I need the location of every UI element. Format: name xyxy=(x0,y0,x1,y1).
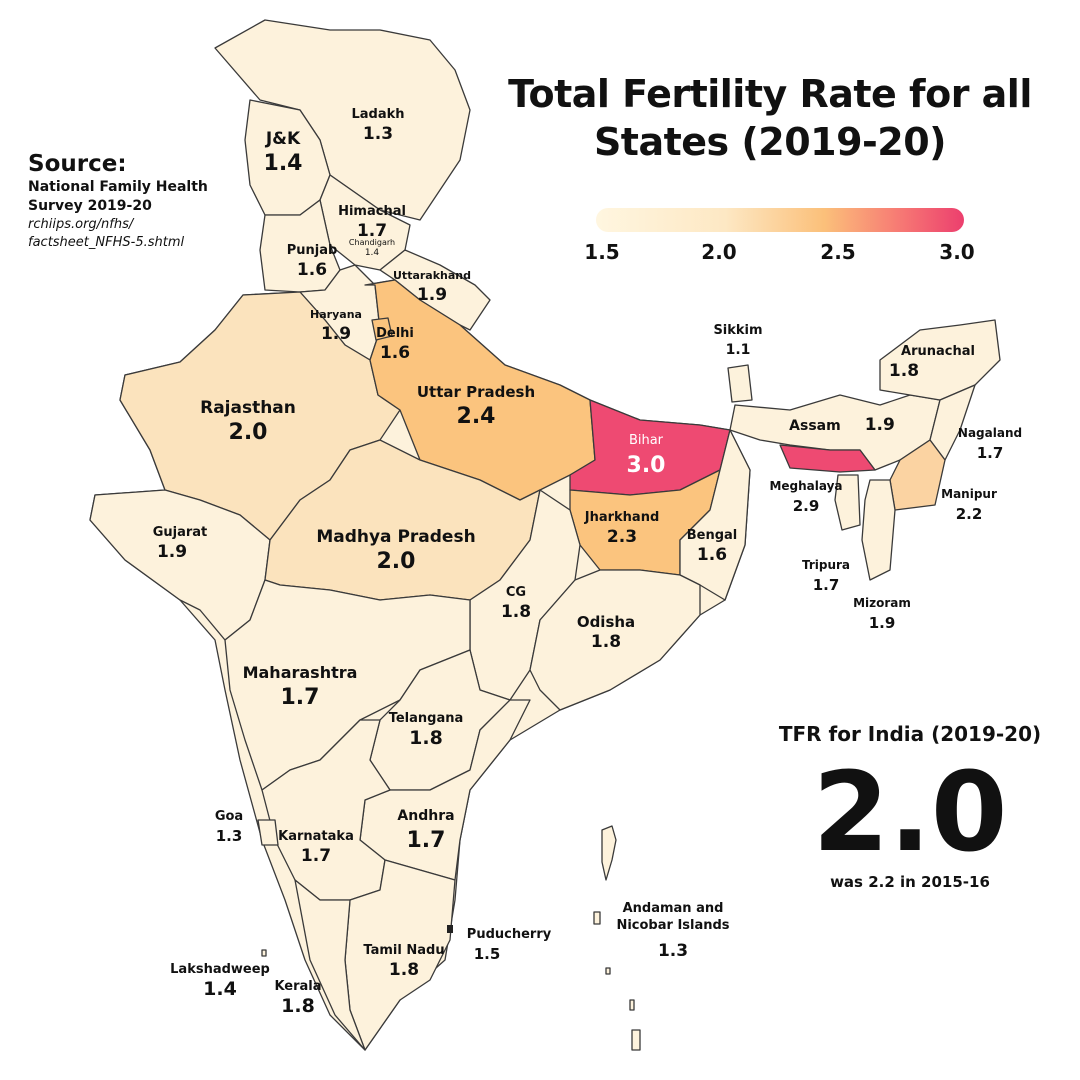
label-uttarakhand: Uttarakhand 1.9 xyxy=(393,269,471,305)
label-bengal: Bengal 1.6 xyxy=(686,528,738,565)
region-goa xyxy=(257,819,279,846)
label-puducherry: Puducherry 1.5 xyxy=(466,927,552,963)
region-arunachal xyxy=(879,319,1001,401)
legend-tick: 2.0 xyxy=(701,240,737,264)
india-caption: TFR for India (2019-20) xyxy=(778,722,1042,746)
label-telangana: Telangana 1.8 xyxy=(388,711,464,749)
legend-tick: 3.0 xyxy=(939,240,975,264)
label-ladakh: Ladakh 1.3 xyxy=(351,107,405,144)
region-meghalaya xyxy=(779,444,876,473)
label-andaman: Andaman and Nicobar Islands 1.3 xyxy=(616,901,730,961)
label-goa: Goa 1.3 xyxy=(214,809,244,845)
india-tfr-value: 2.0 xyxy=(812,748,1008,876)
region-delhi xyxy=(371,317,393,341)
label-haryana: Haryana 1.9 xyxy=(310,308,362,344)
source-org: National Family Health Survey 2019-20 xyxy=(28,179,208,214)
label-mizoram: Mizoram 1.9 xyxy=(853,596,911,632)
source-block: Source: National Family Health Survey 20… xyxy=(28,150,218,252)
label-delhi: Delhi 1.6 xyxy=(376,326,414,363)
region-andaman xyxy=(593,825,641,1051)
label-madhya-pradesh: Madhya Pradesh 2.0 xyxy=(316,527,476,574)
region-mizoram xyxy=(861,479,896,581)
map-title: Total Fertility Rate for all States (201… xyxy=(508,72,1032,164)
label-chhattisgarh: CG 1.8 xyxy=(500,585,532,622)
india-previous-note: was 2.2 in 2015-16 xyxy=(830,873,990,891)
label-manipur: Manipur 2.2 xyxy=(941,487,997,523)
label-rajasthan: Rajasthan 2.0 xyxy=(200,398,296,445)
label-jk: J&K 1.4 xyxy=(263,129,303,176)
region-sikkim xyxy=(727,364,753,403)
label-chandigarh: Chandigarh 1.4 xyxy=(348,238,396,258)
label-jharkhand: Jharkhand 2.3 xyxy=(584,510,660,547)
region-odisha xyxy=(529,569,701,711)
label-tripura: Tripura 1.7 xyxy=(801,558,851,594)
label-punjab: Punjab 1.6 xyxy=(286,243,338,280)
label-sikkim: Sikkim 1.1 xyxy=(713,323,763,358)
label-meghalaya: Meghalaya 2.9 xyxy=(769,479,843,515)
region-lakshadweep xyxy=(261,949,267,957)
label-kerala: Kerala 1.8 xyxy=(274,979,322,1017)
puducherry-marker xyxy=(447,925,453,933)
source-url: rchiips.org/nfhs/ factsheet_NFHS-5.shtml xyxy=(28,217,185,250)
india-summary: TFR for India (2019-20) 2.0 was 2.2 in 2… xyxy=(760,720,1060,892)
label-assam: Assam 1.9 xyxy=(789,415,895,435)
label-maharashtra: Maharashtra 1.7 xyxy=(242,663,358,710)
label-himachal: Himachal 1.7 xyxy=(338,204,406,241)
label-tamil-nadu: Tamil Nadu 1.8 xyxy=(363,943,445,980)
legend-tick: 2.5 xyxy=(820,240,856,264)
label-andhra: Andhra 1.7 xyxy=(397,808,455,853)
source-heading: Source: xyxy=(28,151,127,177)
label-uttar-pradesh: Uttar Pradesh 2.4 xyxy=(416,383,536,429)
label-bihar: Bihar 3.0 xyxy=(626,433,666,478)
region-tripura xyxy=(834,474,861,531)
label-gujarat: Gujarat 1.9 xyxy=(152,525,208,562)
legend-gradient-bar xyxy=(596,208,964,232)
label-odisha: Odisha 1.8 xyxy=(576,613,636,653)
label-arunachal: Arunachal 1.8 xyxy=(888,344,975,381)
label-nagaland: Nagaland 1.7 xyxy=(957,426,1023,462)
region-kerala xyxy=(294,879,366,1051)
label-karnataka: Karnataka 1.7 xyxy=(278,829,354,866)
legend-tick: 1.5 xyxy=(584,240,620,264)
region-bengal xyxy=(679,429,751,601)
label-lakshadweep: Lakshadweep 1.4 xyxy=(170,962,270,1000)
